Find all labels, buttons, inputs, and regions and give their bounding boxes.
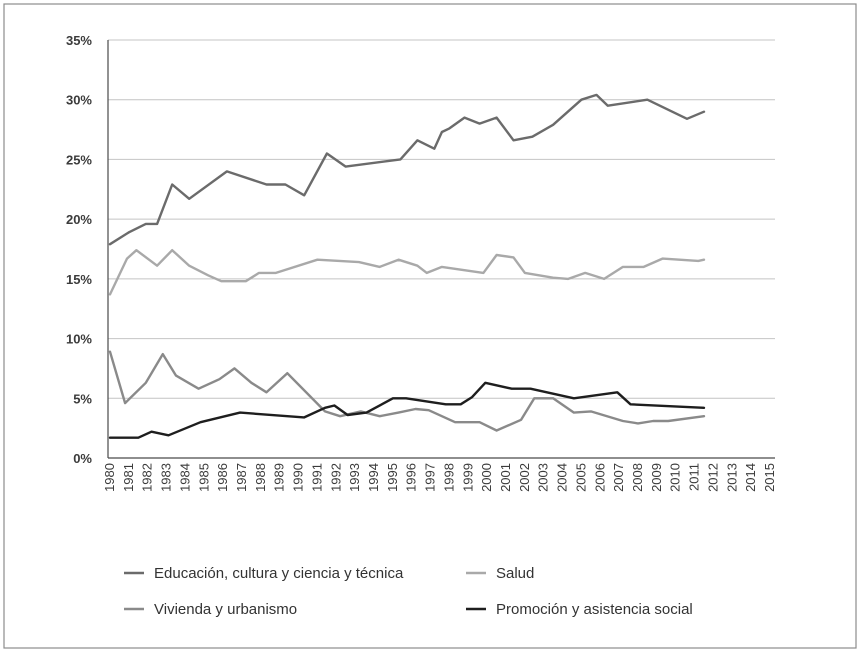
x-tick-label: 2011 [687,463,702,491]
y-tick-label: 20% [66,212,92,227]
x-tick-label: 1980 [102,463,117,492]
x-tick-label: 2003 [536,463,551,492]
x-tick-label: 1985 [196,463,211,492]
x-tick-label: 1982 [140,463,155,492]
x-tick-label: 1997 [423,463,438,492]
x-tick-label: 1988 [253,463,268,492]
y-tick-label: 35% [66,33,92,48]
x-tick-label: 2005 [573,463,588,492]
x-tick-label: 1987 [234,463,249,492]
legend-label-0: Educación, cultura y ciencia y técnica [154,565,404,582]
legend-label-2: Vivienda y urbanismo [154,601,297,618]
x-tick-label: 1994 [366,463,381,492]
x-tick-label: 2010 [668,463,683,492]
y-tick-label: 10% [66,332,92,347]
x-tick-label: 1989 [272,463,287,492]
series-line-3 [108,381,706,439]
y-tick-label: 30% [66,93,92,108]
x-tick-label: 1995 [385,463,400,492]
x-tick-label: 2006 [592,463,607,492]
y-tick-label: 5% [73,391,92,406]
x-tick-label: 2008 [630,463,645,492]
x-tick-label: 1981 [121,463,136,492]
x-tick-label: 2001 [498,463,513,492]
x-tick-label: 1999 [460,463,475,492]
x-tick-label: 1983 [159,463,174,492]
x-tick-label: 2012 [705,463,720,492]
x-tick-label: 1996 [404,463,419,492]
y-tick-label: 25% [66,152,92,167]
x-tick-label: 2000 [479,463,494,492]
x-tick-label: 1986 [215,463,230,492]
x-tick-label: 2007 [611,463,626,492]
x-tick-label: 2004 [555,463,570,492]
x-tick-label: 1984 [177,463,192,492]
y-tick-label: 0% [73,451,92,466]
x-axis: 1980 1981 1982 1983 1984 1985 1986 1987 1988 1989… [102,463,777,492]
x-tick-label: 2014 [743,463,758,492]
chart-border [3,3,857,649]
x-tick-label: 1990 [291,463,306,492]
x-tick-label: 2013 [724,463,739,492]
x-tick-label: 1992 [328,463,343,492]
y-tick-label: 15% [66,272,92,287]
x-tick-label: 1991 [309,463,324,492]
series-line-2 [108,350,706,432]
legend-label-1: Salud [496,565,534,582]
x-tick-label: 2002 [517,463,532,492]
y-axis: 0% 5% 10% 15% 20% 25% 30% 35% [66,33,775,466]
series-lines [108,93,706,439]
series-line-1 [108,248,706,296]
x-tick-label: 1993 [347,463,362,492]
x-tick-label: 2009 [649,463,664,492]
gridlines [108,39,775,399]
legend-label-3: Promoción y asistencia social [496,601,693,618]
x-tick-label: 2015 [762,463,777,492]
legend: Educación, cultura y ciencia y técnica Sa… [124,565,693,618]
series-line-0 [108,93,706,246]
x-tick-label: 1998 [441,463,456,492]
